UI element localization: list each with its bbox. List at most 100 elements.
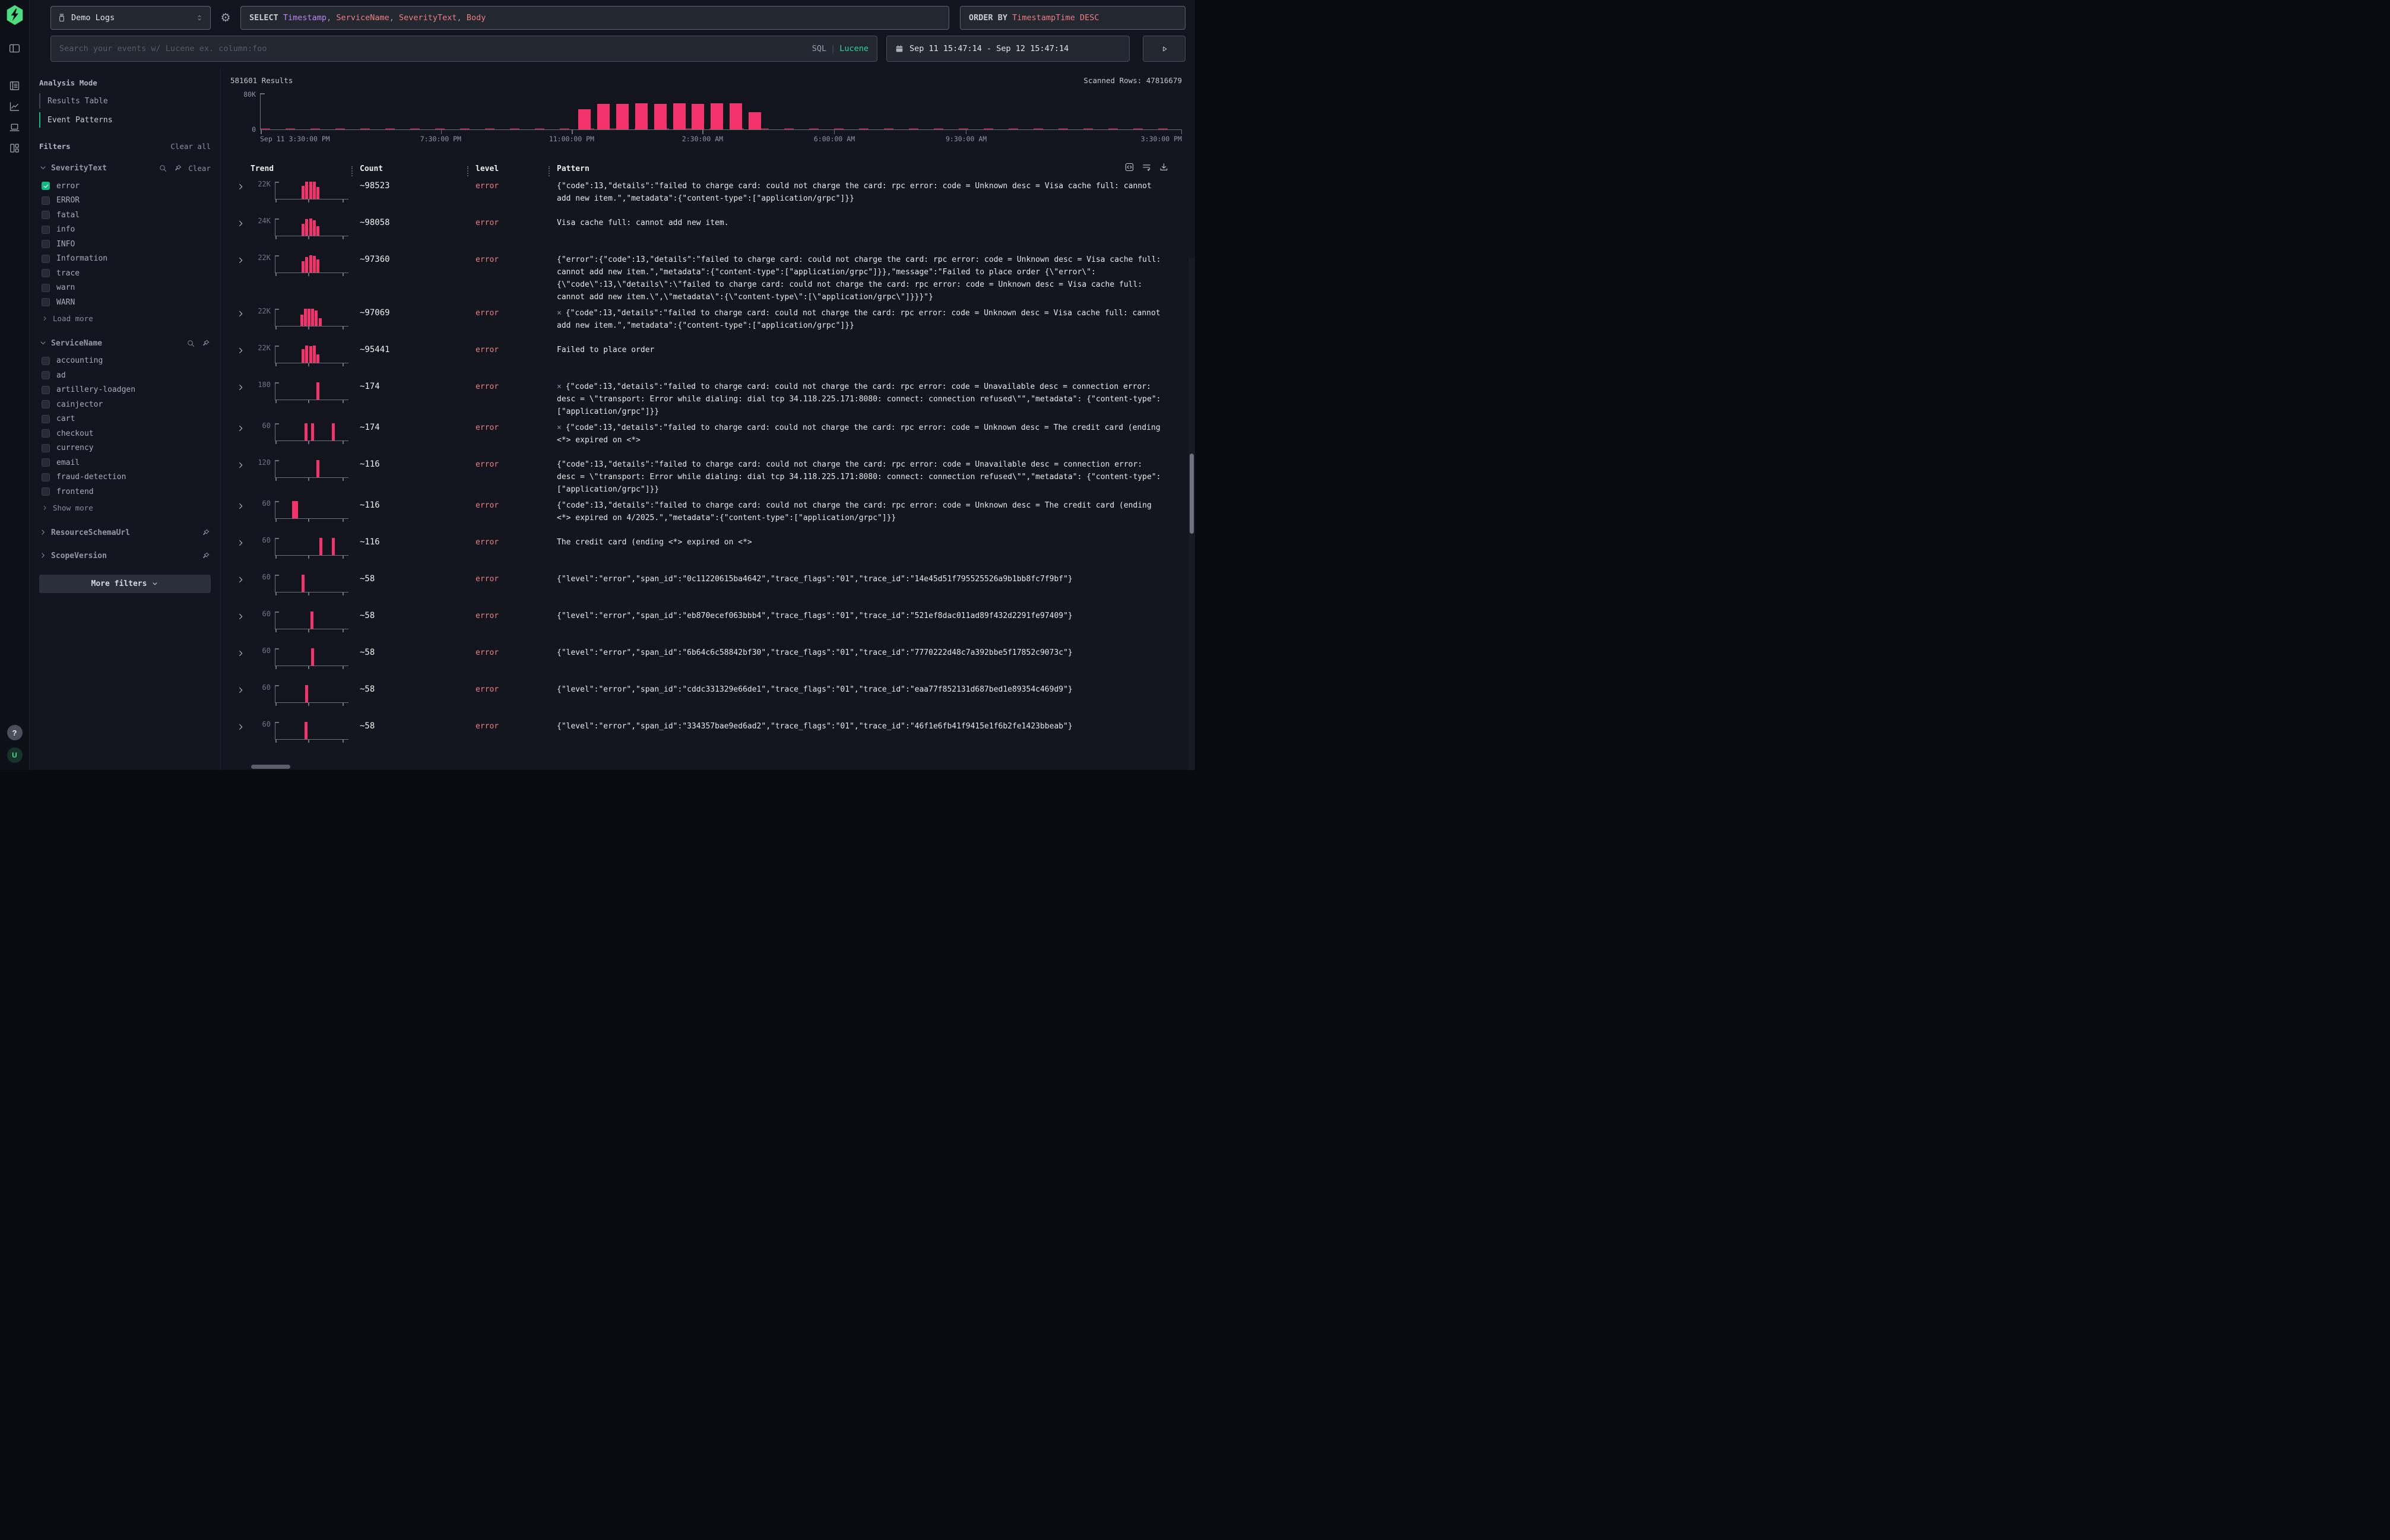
histogram-bar[interactable] (749, 112, 761, 129)
checkbox[interactable] (42, 386, 50, 394)
vertical-scrollbar-thumb[interactable] (1190, 454, 1194, 534)
filter-option-trace[interactable]: trace (39, 266, 211, 281)
user-avatar[interactable]: U (7, 747, 23, 763)
col-header-trend[interactable]: Trend (251, 164, 351, 173)
col-header-count[interactable]: Count (351, 164, 467, 173)
load-more-button[interactable]: Load more (39, 312, 93, 326)
histogram-bar[interactable] (616, 104, 629, 129)
pattern-cell[interactable]: {"level":"error","span_id":"cddc331329e6… (549, 683, 1182, 696)
dismiss-pattern-icon[interactable]: × (557, 309, 562, 318)
pattern-cell[interactable]: {"level":"error","span_id":"0c11220615ba… (549, 573, 1182, 585)
checkbox[interactable] (42, 487, 50, 496)
chevron-down-icon[interactable] (39, 338, 47, 349)
pattern-cell[interactable]: {"error":{"code":13,"details":"failed to… (549, 254, 1182, 303)
run-query-button[interactable] (1143, 36, 1186, 62)
source-settings-gear-icon[interactable]: ⚙ (220, 11, 230, 24)
expand-row-chevron-icon[interactable] (230, 647, 251, 658)
pattern-cell[interactable]: ×{"code":13,"details":"failed to charge … (549, 381, 1182, 418)
dismiss-pattern-icon[interactable]: × (557, 423, 562, 432)
pattern-cell[interactable]: {"code":13,"details":"failed to charge c… (549, 499, 1182, 524)
filter-option-cart[interactable]: cart (39, 412, 211, 427)
search-logs-icon[interactable] (7, 78, 23, 93)
view-source-code-icon[interactable] (1124, 162, 1134, 174)
filter-option-warn[interactable]: warn (39, 281, 211, 296)
filter-option-frontend[interactable]: frontend (39, 484, 211, 499)
checkbox[interactable] (42, 415, 50, 423)
expand-row-chevron-icon[interactable] (230, 458, 251, 470)
pin-icon[interactable] (200, 527, 211, 538)
order-by-input[interactable]: ORDER BY TimestampTime DESC (960, 6, 1186, 30)
filter-option-cainjector[interactable]: cainjector (39, 397, 211, 412)
expand-row-chevron-icon[interactable] (230, 536, 251, 547)
chart-explorer-icon[interactable] (7, 99, 23, 114)
histogram-bar[interactable] (597, 104, 610, 129)
sessions-icon[interactable] (7, 119, 23, 135)
checkbox[interactable] (42, 226, 50, 234)
histogram-bar[interactable] (711, 103, 723, 129)
download-icon[interactable] (1159, 162, 1169, 174)
dashboards-icon[interactable] (7, 140, 23, 156)
pin-icon[interactable] (200, 550, 211, 561)
histogram-plot[interactable] (260, 93, 1182, 130)
expand-row-chevron-icon[interactable] (230, 217, 251, 228)
pattern-cell[interactable]: ×{"code":13,"details":"failed to charge … (549, 422, 1182, 446)
checkbox[interactable] (42, 240, 50, 248)
checkbox[interactable] (42, 429, 50, 438)
pin-icon[interactable] (172, 163, 183, 174)
filter-option-artillery-loadgen[interactable]: artillery-loadgen (39, 383, 211, 398)
chevron-right-icon[interactable] (39, 550, 47, 562)
checkbox[interactable] (42, 284, 50, 292)
pattern-cell[interactable]: ×{"code":13,"details":"failed to charge … (549, 307, 1182, 332)
filter-option-ad[interactable]: ad (39, 368, 211, 383)
expand-row-chevron-icon[interactable] (230, 720, 251, 731)
checkbox[interactable] (42, 197, 50, 205)
pattern-cell[interactable]: {"level":"error","span_id":"eb870ecef063… (549, 610, 1182, 622)
vertical-scrollbar[interactable] (1188, 258, 1195, 770)
analysis-mode-item-results-table[interactable]: Results Table (39, 93, 211, 109)
filter-option-info[interactable]: info (39, 223, 211, 237)
checkbox[interactable] (42, 371, 50, 379)
pattern-cell[interactable]: {"level":"error","span_id":"334357bae9ed… (549, 720, 1182, 733)
filter-option-checkout[interactable]: checkout (39, 426, 211, 441)
pattern-cell[interactable]: {"code":13,"details":"failed to charge c… (549, 458, 1182, 496)
language-toggle-lucene[interactable]: Lucene (839, 44, 868, 53)
search-input[interactable]: Search your events w/ Lucene ex. column:… (50, 36, 877, 62)
checkbox[interactable] (42, 211, 50, 219)
expand-row-chevron-icon[interactable] (230, 499, 251, 511)
text-wrap-icon[interactable] (1142, 162, 1152, 174)
checkbox[interactable] (42, 269, 50, 277)
histogram-bar[interactable] (654, 104, 667, 129)
expand-row-chevron-icon[interactable] (230, 307, 251, 318)
histogram-bar[interactable] (673, 103, 686, 129)
histogram-bar[interactable] (578, 109, 591, 129)
checkbox[interactable] (42, 357, 50, 365)
clear-group-button[interactable]: Clear (188, 164, 211, 173)
pattern-cell[interactable]: Failed to place order (549, 344, 1182, 356)
pattern-cell[interactable]: {"level":"error","span_id":"6b64c6c58842… (549, 647, 1182, 659)
horizontal-scrollbar-thumb[interactable] (251, 765, 290, 769)
histogram-bar[interactable] (730, 103, 742, 129)
filter-option-Information[interactable]: Information (39, 252, 211, 267)
select-query-input[interactable]: SELECT Timestamp, ServiceName, SeverityT… (240, 6, 949, 30)
pattern-cell[interactable]: Visa cache full: cannot add new item. (549, 217, 1182, 229)
filter-option-ERROR[interactable]: ERROR (39, 194, 211, 208)
search-icon[interactable] (185, 338, 196, 348)
more-filters-button[interactable]: More filters (39, 575, 211, 593)
filter-group-name[interactable]: SeverityText (51, 164, 107, 173)
filter-option-currency[interactable]: currency (39, 441, 211, 456)
expand-row-chevron-icon[interactable] (230, 180, 251, 191)
filter-option-INFO[interactable]: INFO (39, 237, 211, 252)
search-icon[interactable] (157, 163, 168, 174)
expand-row-chevron-icon[interactable] (230, 344, 251, 355)
expand-row-chevron-icon[interactable] (230, 683, 251, 695)
sidebar-toggle-icon[interactable] (7, 40, 23, 56)
expand-row-chevron-icon[interactable] (230, 254, 251, 265)
expand-row-chevron-icon[interactable] (230, 573, 251, 584)
col-header-level[interactable]: level (467, 164, 549, 173)
checkbox[interactable] (42, 400, 50, 408)
time-range-picker[interactable]: Sep 11 15:47:14 - Sep 12 15:47:14 (886, 36, 1130, 62)
filter-option-email[interactable]: email (39, 455, 211, 470)
histogram-bar[interactable] (692, 104, 704, 129)
histogram-bar[interactable] (635, 103, 648, 129)
help-button[interactable]: ? (7, 725, 23, 740)
